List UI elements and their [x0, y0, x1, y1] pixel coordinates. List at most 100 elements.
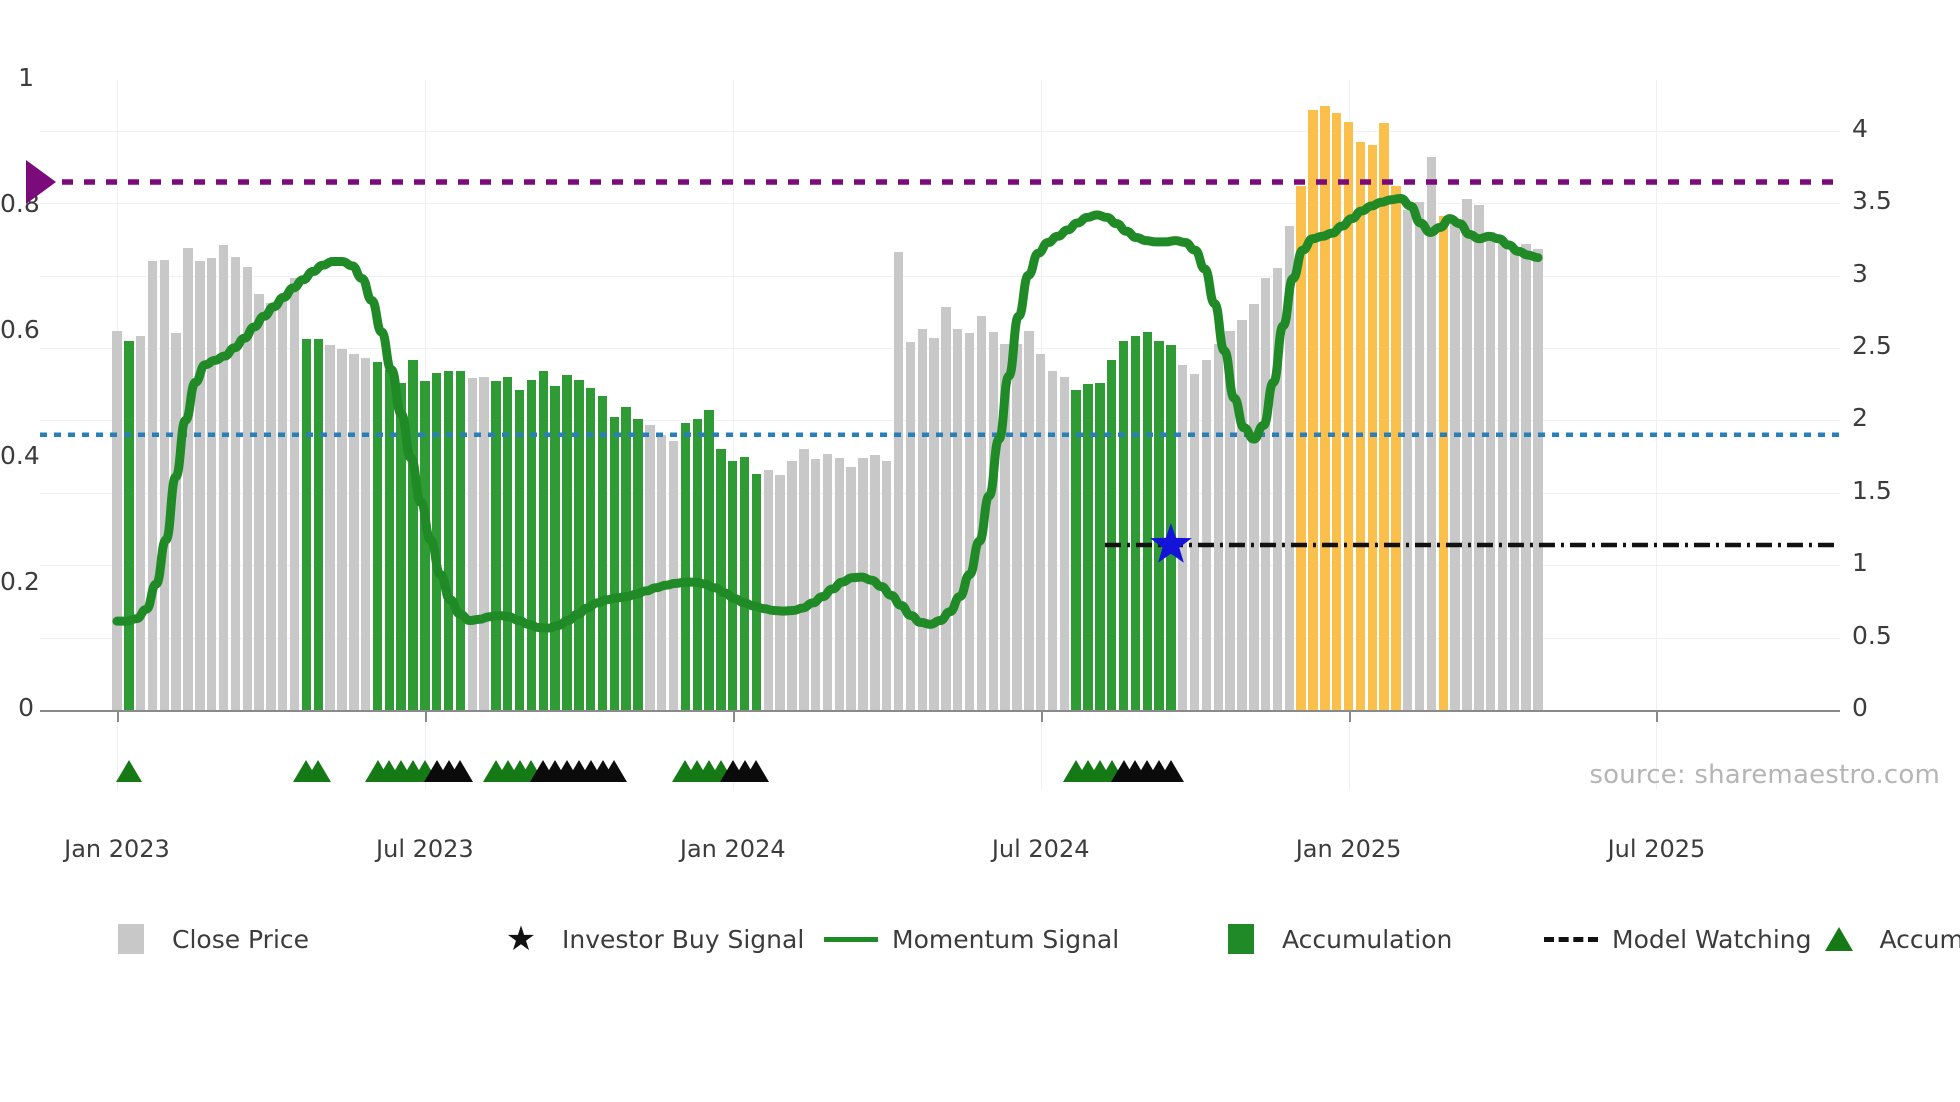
- y-tick-right: 3: [1852, 258, 1868, 288]
- price-bar: [1414, 201, 1425, 710]
- price-bar: [1260, 278, 1271, 710]
- x-tick-mark: [116, 712, 119, 722]
- price-bar: [1249, 304, 1259, 710]
- price-bar: [526, 379, 537, 710]
- investor-buy-signal-marker: [601, 760, 628, 782]
- price-bar: [1367, 145, 1377, 710]
- price-bar: [1154, 340, 1164, 710]
- x-tick-mark: [1656, 712, 1659, 722]
- legend-item-label: Accumulation: [1282, 924, 1453, 954]
- price-bar: [538, 371, 549, 710]
- price-bar: [775, 475, 785, 710]
- price-bar: [1391, 185, 1401, 710]
- price-bar: [1403, 210, 1413, 710]
- gridline-horizontal: [40, 565, 1840, 567]
- price-bar: [799, 449, 809, 710]
- investor-buy-signal-marker: [1157, 760, 1184, 782]
- y-tick-right: 1: [1852, 548, 1868, 578]
- price-bar: [443, 371, 454, 710]
- chart-legend: Close Price ★ Investor Buy Signal Momentum …: [104, 919, 1960, 959]
- price-bar: [1178, 365, 1188, 710]
- legend-item-label: Model Watching: [1612, 924, 1812, 954]
- price-bar: [514, 389, 525, 710]
- price-bar: [1320, 106, 1330, 710]
- x-tick-label: Jan 2025: [1295, 835, 1402, 863]
- legend-item[interactable]: Close Price: [104, 924, 494, 954]
- price-bar: [728, 460, 738, 710]
- price-bar: [905, 342, 916, 710]
- y-tick-left: 1: [18, 63, 34, 92]
- x-tick-mark: [424, 712, 427, 722]
- close-price-swatch-icon: [104, 924, 158, 954]
- price-bar: [337, 349, 347, 710]
- accumulation-marker: [305, 760, 332, 782]
- legend-item[interactable]: ★ Investor Buy Signal: [494, 919, 824, 959]
- legend-item[interactable]: Accumulation: [1214, 924, 1544, 954]
- price-bar: [1438, 216, 1449, 710]
- x-tick-label: Jan 2023: [64, 835, 170, 863]
- x-tick-label: Jul 2024: [991, 835, 1090, 863]
- investor-buy-star-icon: ★: [505, 919, 537, 959]
- price-bar: [656, 434, 667, 710]
- price-bar: [645, 424, 655, 710]
- price-bar: [574, 379, 584, 710]
- price-bar: [787, 460, 797, 710]
- price-bar: [1142, 332, 1152, 710]
- price-bar: [680, 423, 691, 710]
- y-tick-right: 2.5: [1852, 330, 1892, 360]
- y-tick-right: 1.5: [1852, 475, 1892, 505]
- legend-item[interactable]: Momentum Signal: [824, 924, 1214, 954]
- momentum-signal-line: [112, 193, 1543, 633]
- price-bar: [159, 259, 170, 710]
- price-bar: [550, 385, 560, 710]
- series-overlay: [26, 160, 1840, 633]
- price-bar: [1343, 122, 1354, 710]
- price-bar: [1024, 330, 1034, 710]
- price-bar: [1474, 204, 1484, 710]
- price-bar: [135, 336, 146, 710]
- price-bar: [455, 371, 466, 710]
- price-bar: [953, 329, 963, 710]
- price-bar: [384, 369, 395, 710]
- y-tick-right: 4: [1852, 113, 1868, 143]
- price-bar: [408, 359, 418, 710]
- price-bar: [230, 256, 241, 710]
- price-bar: [988, 332, 999, 710]
- y-tick-left: 0: [18, 693, 34, 722]
- legend-item[interactable]: Model Watching: [1544, 924, 1812, 954]
- price-bar: [633, 418, 643, 710]
- price-bar: [360, 358, 371, 710]
- x-tick-mark: [1348, 712, 1351, 722]
- y-tick-right: 0: [1852, 693, 1868, 722]
- gridline-horizontal: [40, 130, 1840, 132]
- price-bar: [147, 261, 158, 710]
- gridline-horizontal: [40, 275, 1840, 277]
- price-bar: [1284, 226, 1295, 710]
- price-bar: [1533, 249, 1543, 710]
- price-bar: [242, 266, 252, 710]
- price-bar: [372, 362, 383, 710]
- momentum-line-icon: [824, 924, 878, 954]
- price-bar: [1355, 142, 1366, 710]
- x-tick-mark: [732, 712, 735, 722]
- price-bar: [941, 307, 951, 710]
- legend-item-label: Investor Buy Signal: [562, 924, 805, 954]
- price-bar: [278, 298, 288, 710]
- price-bar: [266, 303, 276, 710]
- smart-money-buy-star: [1150, 522, 1192, 563]
- price-bar: [1308, 110, 1318, 710]
- price-bar: [1059, 376, 1070, 710]
- price-bar: [1485, 232, 1496, 710]
- price-bar: [183, 248, 193, 710]
- x-axis-line: [40, 710, 1840, 712]
- legend-item[interactable]: Accumulation: [1812, 924, 1960, 954]
- plot-inner: [40, 80, 1840, 790]
- y-tick-right: 3.5: [1852, 186, 1892, 216]
- price-bar: [171, 333, 181, 710]
- price-bar: [810, 459, 821, 710]
- price-bar: [1071, 389, 1081, 710]
- price-bar: [716, 449, 726, 710]
- price-bar: [668, 440, 679, 710]
- price-bar: [609, 417, 620, 710]
